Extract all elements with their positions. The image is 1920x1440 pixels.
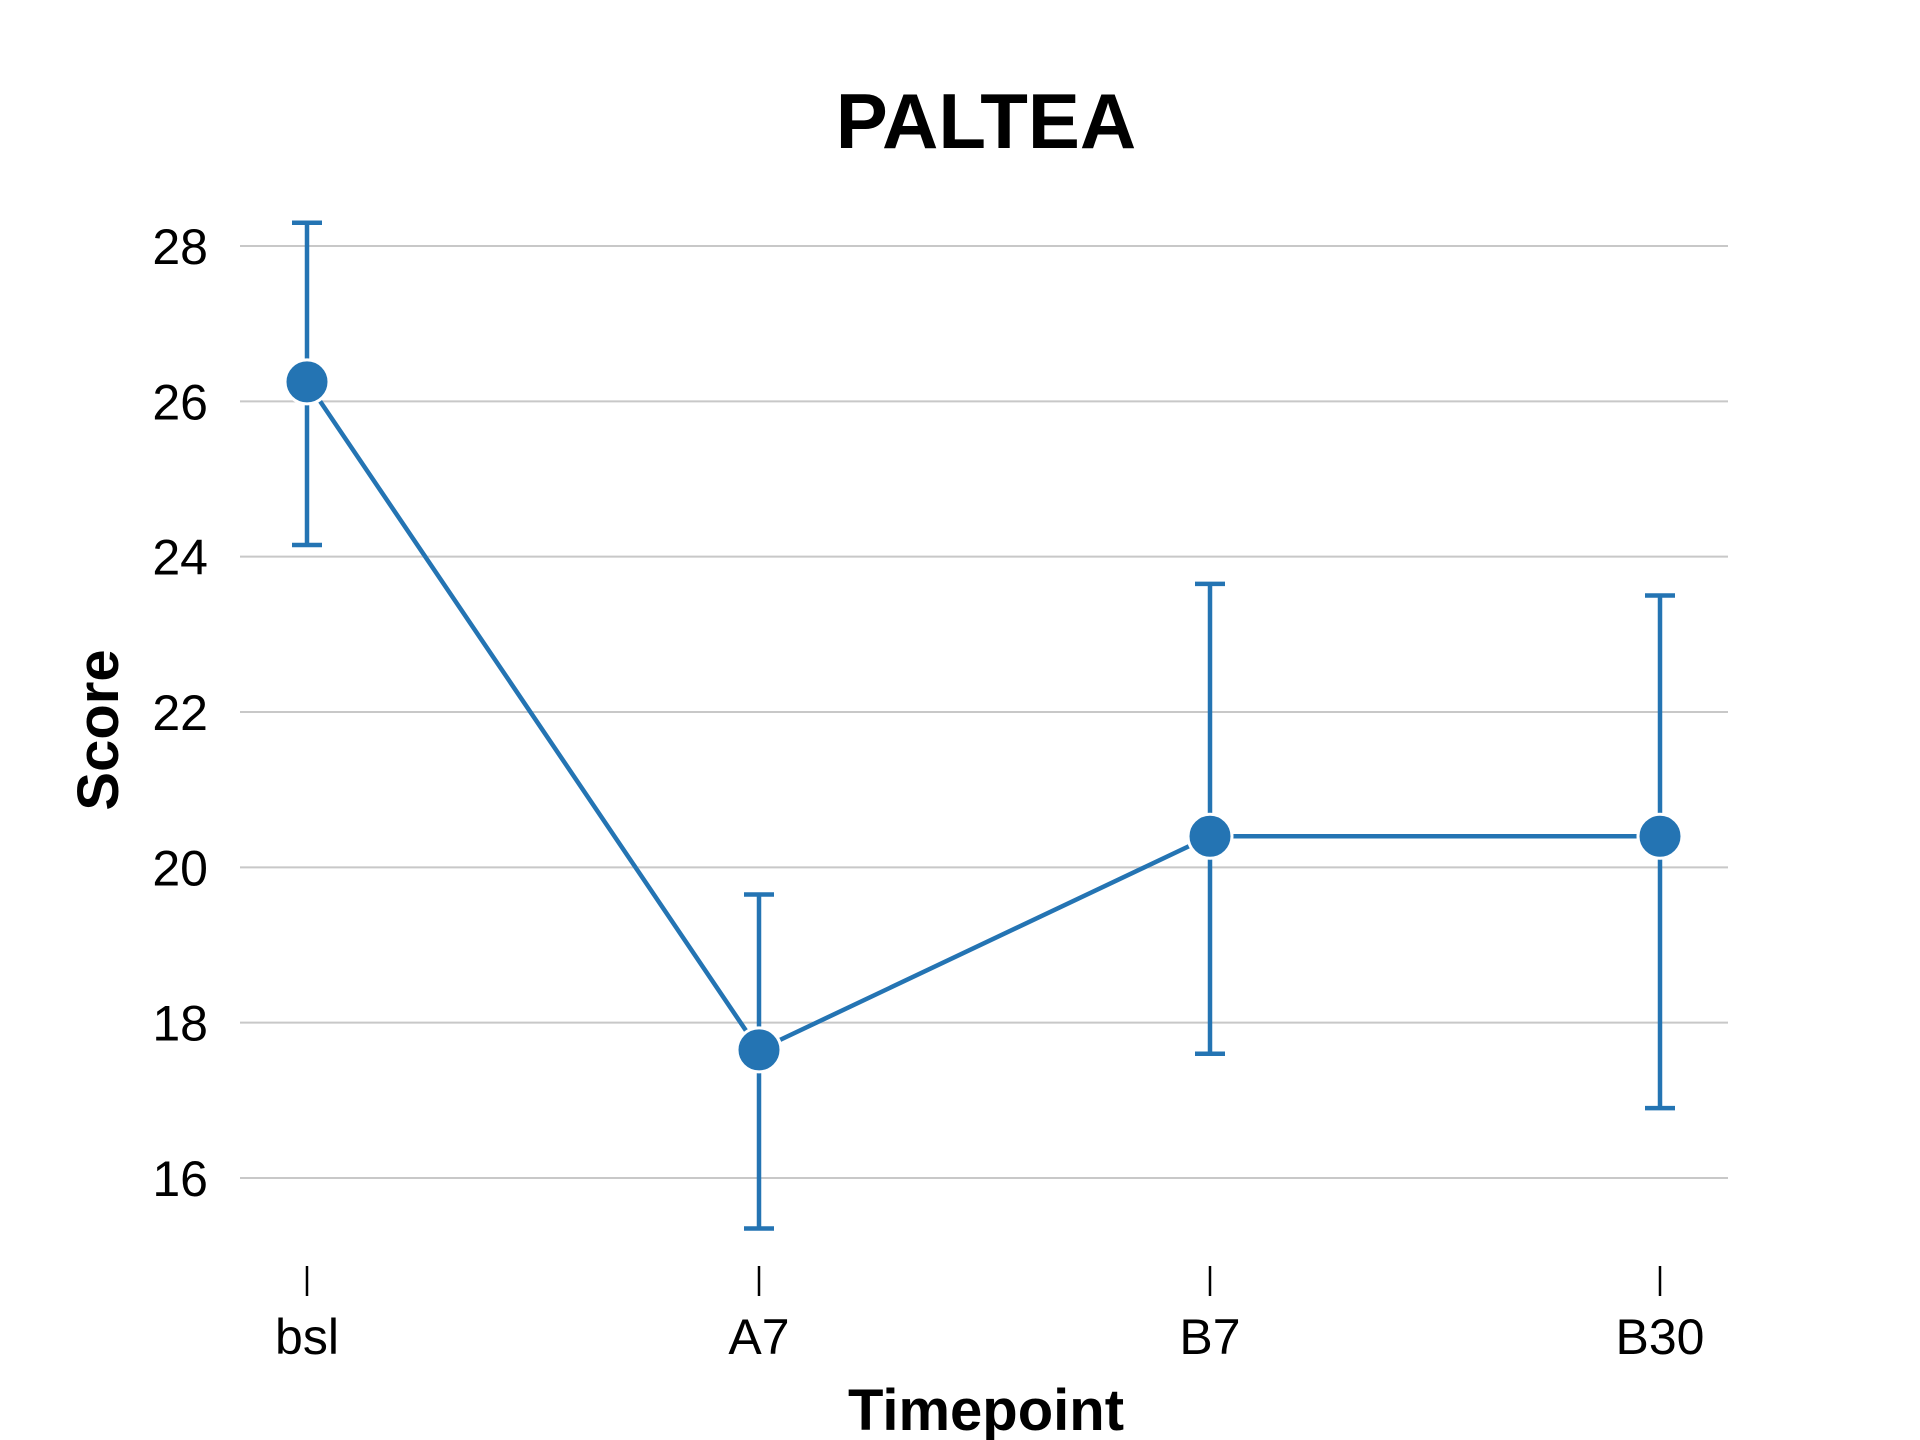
y-tick-label-22: 22 — [152, 685, 208, 741]
y-tick-label-26: 26 — [152, 374, 208, 430]
x-tick-label-bsl: bsl — [275, 1309, 339, 1365]
y-tick-label-16: 16 — [152, 1151, 208, 1207]
data-point-B7 — [1186, 812, 1234, 860]
x-axis: bsl A7 B7 B30 — [275, 1266, 1704, 1365]
chart-title: PALTEA — [836, 77, 1136, 165]
data-point-B30 — [1636, 812, 1684, 860]
x-tick-label-A7: A7 — [728, 1309, 789, 1365]
y-axis: 16 18 20 22 24 26 28 — [152, 219, 208, 1207]
data-point-A7 — [735, 1026, 783, 1074]
x-tick-label-B7: B7 — [1179, 1309, 1240, 1365]
x-tick-label-B30: B30 — [1616, 1309, 1705, 1365]
y-tick-label-18: 18 — [152, 996, 208, 1052]
y-tick-label-20: 20 — [152, 840, 208, 896]
data-point-bsl — [283, 358, 331, 406]
grid — [240, 245, 1728, 1179]
y-tick-label-24: 24 — [152, 530, 208, 586]
y-tick-label-28: 28 — [152, 219, 208, 275]
series-line — [283, 220, 1684, 1231]
series-line-path — [305, 380, 1660, 1053]
x-axis-label: Timepoint — [848, 1378, 1124, 1440]
y-axis-label: Score — [66, 649, 131, 810]
